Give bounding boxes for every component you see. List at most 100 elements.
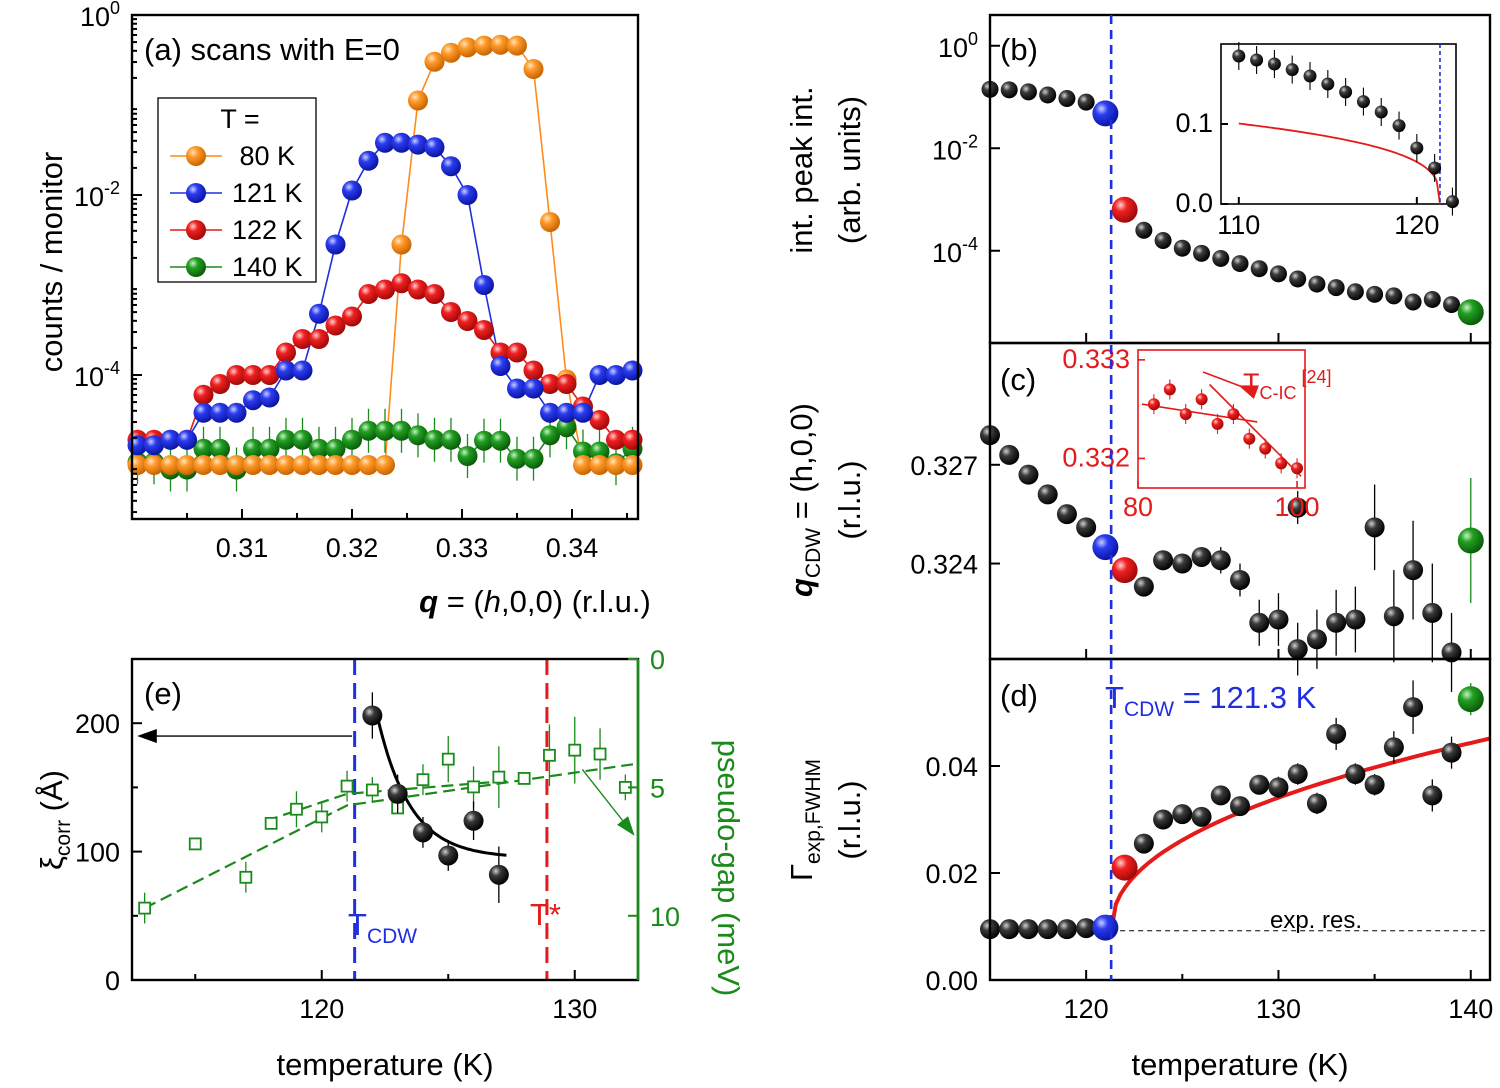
data-point — [177, 429, 197, 450]
data-point — [523, 360, 544, 381]
data-point — [606, 429, 626, 450]
data-point — [1250, 53, 1264, 67]
data-point — [1191, 546, 1212, 567]
data-point — [589, 365, 610, 385]
data-point — [1163, 383, 1176, 396]
data-point — [325, 315, 346, 336]
data-point — [1037, 484, 1058, 505]
panel-d-data-points — [980, 680, 1484, 941]
panel-c-label: (c) — [1000, 362, 1036, 397]
gap-point — [467, 780, 480, 794]
data-point — [589, 455, 610, 475]
data-point — [1243, 432, 1256, 445]
data-point — [1356, 95, 1370, 109]
panel-e-x-label: temperature (K) — [276, 1047, 493, 1082]
data-point — [1404, 293, 1422, 311]
data-point — [342, 455, 362, 475]
data-point — [1212, 249, 1230, 267]
data-point — [1210, 550, 1231, 571]
data-point — [540, 212, 560, 232]
data-point — [474, 320, 494, 340]
y-tick-label: 10-4 — [932, 234, 978, 268]
data-point — [1000, 81, 1018, 99]
data-point — [1056, 919, 1077, 940]
panel-b-label: (b) — [1000, 32, 1038, 67]
xi-point — [438, 845, 459, 866]
y-tick-label: 0.327 — [910, 451, 978, 481]
resolution-label: exp. res. — [1270, 907, 1362, 934]
data-point — [1039, 86, 1057, 104]
data-point — [999, 444, 1020, 465]
data-point — [375, 455, 395, 475]
y-tick-label: 100 — [75, 838, 120, 868]
panel-a-data-points — [127, 34, 643, 492]
inset-y-tick-label: 0.0 — [1175, 188, 1213, 218]
data-point — [1287, 764, 1308, 785]
legend-label: 140 K — [232, 252, 303, 282]
data-point — [441, 42, 461, 63]
data-point — [1179, 408, 1192, 421]
data-point — [1345, 764, 1366, 785]
data-point — [573, 455, 593, 475]
data-point — [210, 402, 230, 423]
data-point — [1250, 260, 1268, 278]
data-point — [1092, 534, 1119, 561]
xi-point — [488, 864, 509, 885]
data-point — [1275, 457, 1288, 470]
data-point — [1133, 833, 1154, 854]
data-point — [358, 420, 379, 441]
data-point — [358, 150, 379, 171]
data-point — [1092, 914, 1119, 941]
panel-d-ticks: 0.00 0.02 0.04 120 130 140 — [925, 752, 1493, 1024]
legend-marker — [186, 257, 206, 277]
data-point — [1153, 809, 1174, 830]
data-point — [408, 90, 428, 111]
panel-e-label: (e) — [144, 676, 182, 711]
data-point — [1147, 398, 1160, 411]
gap-point — [441, 752, 455, 766]
data-point — [1172, 553, 1193, 574]
data-point — [177, 455, 197, 475]
panel-d-y-label-2: (r.l.u.) — [832, 780, 867, 859]
y-tick-label: 10-4 — [74, 358, 120, 392]
data-point — [1133, 576, 1154, 597]
data-point — [1308, 275, 1326, 293]
data-point — [1285, 63, 1299, 77]
legend-rows: 80 K 121 K 122 K 140 K — [170, 141, 303, 282]
data-point — [1422, 785, 1443, 806]
panel-a-label: (a) scans with E=0 — [144, 32, 400, 67]
data-point — [556, 417, 577, 438]
data-point — [243, 455, 263, 475]
panel-e-data-points — [137, 659, 635, 980]
data-point — [1191, 806, 1212, 827]
inset-c-annotation-arrow — [1202, 371, 1260, 399]
data-point — [292, 455, 313, 475]
panel-c-data-points — [980, 425, 1484, 692]
data-point — [589, 410, 610, 430]
data-point — [193, 438, 214, 459]
data-point — [1364, 774, 1385, 795]
data-point — [309, 303, 329, 324]
gap-point — [517, 772, 531, 785]
legend-marker — [186, 220, 206, 240]
data-point — [1111, 196, 1138, 223]
data-point — [556, 402, 577, 423]
data-point — [490, 356, 511, 376]
right-y-tick-label: 0 — [650, 645, 665, 675]
panel-b-ticks: 100 10-2 10-4 — [932, 29, 1472, 343]
xi-point — [362, 705, 383, 726]
data-point — [1037, 919, 1058, 940]
x-tick-label: 120 — [299, 994, 344, 1024]
data-point — [193, 455, 214, 475]
y-tick-label: 0.04 — [925, 752, 978, 782]
data-point — [1268, 777, 1289, 798]
data-point — [441, 429, 461, 450]
panel-d: 0.00 0.02 0.04 120 130 140 (d) TCDW = 121.3 K… — [784, 15, 1493, 1082]
data-point — [408, 425, 428, 446]
panel-d-fit-curve — [1109, 736, 1491, 932]
data-point — [193, 384, 214, 405]
data-point — [1211, 417, 1224, 430]
data-point — [540, 402, 560, 423]
inset-x-tick-label: 100 — [1275, 492, 1320, 522]
